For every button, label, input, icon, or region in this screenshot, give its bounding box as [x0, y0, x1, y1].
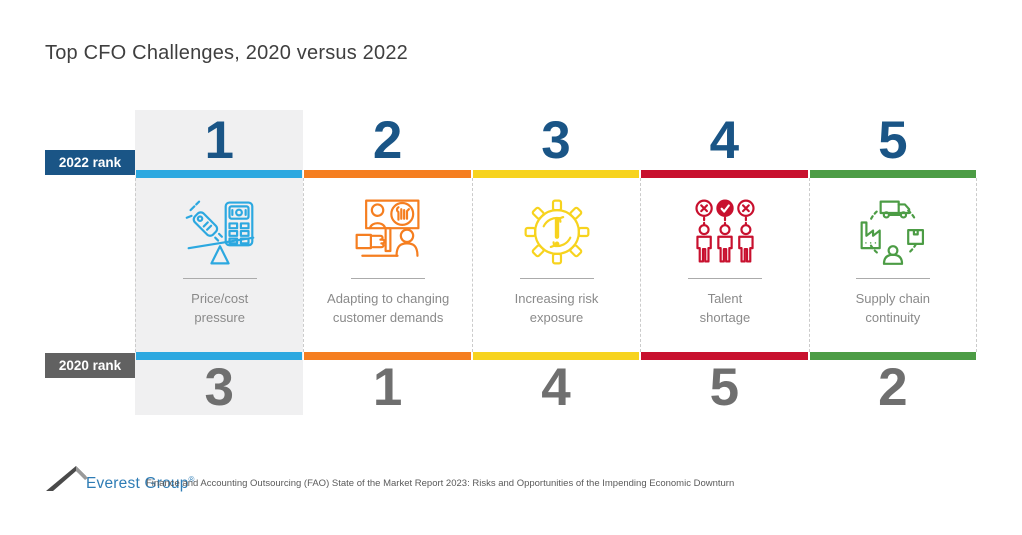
rank-2020-bar — [136, 352, 303, 360]
rank-2020-value: 2 — [878, 358, 908, 417]
challenge-label: Increasing risk exposure — [514, 291, 599, 325]
rank-2022-bar — [472, 170, 640, 178]
rank-2022-value: 3 — [541, 110, 571, 170]
rank-2022-value: 2 — [372, 110, 403, 170]
rank-2020-bar — [472, 352, 640, 360]
challenge-column-risk-exposure: 3 — [471, 110, 640, 417]
source-citation: Finance and Accounting Outsourcing (FAO)… — [146, 478, 735, 489]
challenge-card: Increasing risk exposure — [471, 178, 640, 352]
rank-2020-value: 3 — [204, 358, 234, 417]
challenge-label: Talent shortage — [699, 291, 751, 325]
rank-2022-value: 1 — [204, 110, 234, 170]
card-divider — [351, 278, 426, 279]
rank-2022-bar — [809, 170, 977, 178]
mountain-peak-icon — [46, 462, 92, 492]
supply-chain-cycle-icon — [855, 194, 931, 270]
everest-group-logo: Everest Group® — [46, 462, 195, 492]
challenge-column-customer-demands: 2 — [303, 110, 471, 415]
card-divider — [519, 278, 594, 279]
challenge-column-supply-chain: 5 — [808, 110, 978, 417]
challenge-columns: 1 — [135, 110, 978, 417]
rank-2022-bar — [641, 170, 808, 178]
rank-2022-value: 5 — [878, 110, 908, 170]
card-divider — [855, 278, 930, 279]
rank-2020-bar — [304, 352, 471, 360]
rank-2020-value: 5 — [709, 358, 740, 417]
chart-title: Top CFO Challenges, 2020 versus 2022 — [45, 42, 408, 64]
rank-row-label-2020: 2020 rank — [45, 353, 135, 378]
rank-2020-value: 4 — [541, 358, 571, 417]
rank-row-label-2022-text: 2022 rank — [58, 155, 122, 170]
logo-text: Everest Group® — [86, 474, 195, 492]
challenge-column-talent-shortage: 4 — [640, 110, 808, 415]
rank-row-label-2022: 2022 rank — [45, 150, 135, 175]
customer-demands-icon — [350, 194, 426, 270]
risk-gear-alert-icon — [519, 194, 595, 270]
rank-2020-bar — [809, 352, 977, 360]
challenge-card: Price/cost pressure — [135, 178, 303, 352]
talent-shortage-people-icon — [687, 194, 763, 270]
registered-mark: ® — [188, 474, 195, 484]
challenge-card: Supply chain continuity — [808, 178, 978, 352]
rank-2020-value: 1 — [372, 358, 403, 417]
challenge-label: Price/cost pressure — [191, 291, 249, 325]
rank-2022-value: 4 — [709, 110, 740, 170]
rank-2020-bar — [641, 352, 808, 360]
rank-2022-bar — [136, 170, 303, 178]
challenge-label: Adapting to changing customer demands — [327, 291, 450, 325]
challenge-column-price-cost: 1 — [135, 110, 303, 415]
card-divider — [687, 278, 762, 279]
price-cost-seesaw-icon — [182, 194, 258, 270]
challenge-card: Adapting to changing customer demands — [303, 178, 471, 352]
rank-2022-bar — [304, 170, 471, 178]
card-divider — [182, 278, 257, 279]
rank-row-label-2020-text: 2020 rank — [58, 358, 122, 373]
challenge-card: Talent shortage — [640, 178, 808, 352]
challenge-label: Supply chain continuity — [855, 291, 931, 325]
